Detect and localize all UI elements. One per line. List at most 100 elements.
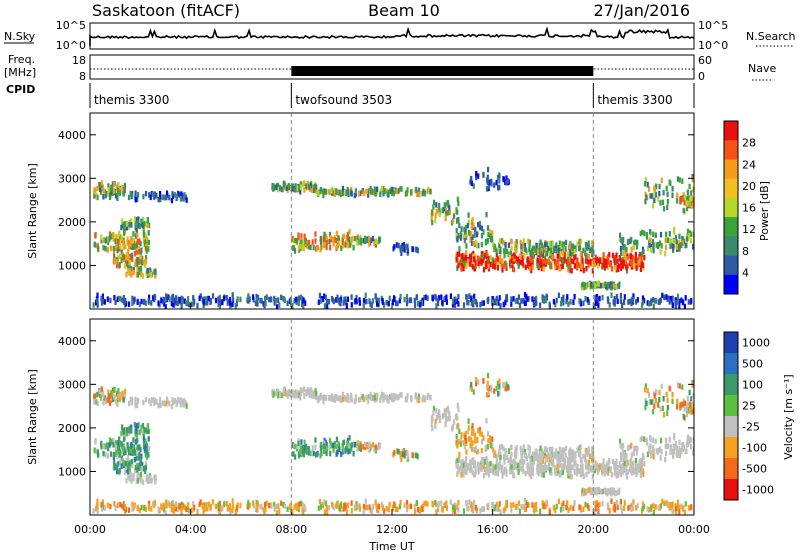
power-cell xyxy=(437,300,440,307)
power-cell xyxy=(338,240,341,247)
velocity-cell xyxy=(554,466,557,472)
power-cell xyxy=(571,245,574,251)
power-cell xyxy=(180,295,183,302)
power-cell xyxy=(109,245,113,251)
power-cell xyxy=(619,236,622,243)
velocity-cell xyxy=(252,500,255,506)
velocity-colorbar-tick: -25 xyxy=(742,421,760,434)
velocity-cell xyxy=(154,500,157,507)
power-cell xyxy=(551,254,554,260)
velocity-cell xyxy=(473,499,476,506)
power-cell xyxy=(107,183,110,189)
velocity-cell xyxy=(137,422,140,428)
velocity-cell xyxy=(137,398,140,404)
velocity-cell xyxy=(537,455,540,462)
velocity-cell xyxy=(607,465,610,471)
velocity-cell xyxy=(563,463,566,469)
velocity-cell xyxy=(392,396,395,403)
power-cell xyxy=(456,209,459,215)
power-cell xyxy=(96,245,100,251)
velocity-cell xyxy=(479,508,482,514)
power-cell xyxy=(692,244,694,250)
velocity-cell xyxy=(464,434,467,441)
velocity-cell xyxy=(625,470,628,477)
velocity-cell xyxy=(142,434,145,441)
power-cell xyxy=(123,187,126,193)
velocity-cell xyxy=(549,467,552,474)
velocity-cell xyxy=(690,437,693,443)
velocity-cell xyxy=(689,402,692,408)
velocity-cell xyxy=(96,504,99,510)
power-cell xyxy=(423,189,426,196)
velocity-cell xyxy=(159,399,162,406)
velocity-cell xyxy=(620,466,623,472)
velocity-cell xyxy=(115,448,118,455)
velocity-cell xyxy=(579,456,582,463)
velocity-cell xyxy=(457,499,460,506)
power-cell xyxy=(559,265,562,272)
power-cell xyxy=(142,228,145,235)
power-cell xyxy=(131,237,135,244)
power-cell xyxy=(573,293,576,300)
velocity-cell xyxy=(476,437,479,444)
velocity-cell xyxy=(302,445,305,451)
velocity-cell xyxy=(645,400,648,406)
power-cell xyxy=(544,255,547,262)
velocity-cell xyxy=(582,506,585,512)
x-tick-label: 20:00 xyxy=(577,523,609,536)
velocity-cell xyxy=(603,468,606,474)
velocity-cell xyxy=(498,390,501,397)
power-cell xyxy=(153,194,156,200)
power-cell xyxy=(176,300,179,307)
power-cell xyxy=(534,247,537,253)
power-cell xyxy=(364,235,367,242)
power-cell xyxy=(683,238,686,245)
velocity-cell xyxy=(667,443,670,449)
power-cell xyxy=(562,250,565,256)
power-cell xyxy=(314,184,317,190)
power-cell xyxy=(475,299,478,305)
power-cell xyxy=(574,245,577,251)
velocity-cell xyxy=(556,459,559,465)
power-cell xyxy=(685,242,688,248)
power-cell xyxy=(93,193,96,199)
power-cell xyxy=(311,239,314,245)
velocity-cell xyxy=(628,504,631,511)
velocity-cell xyxy=(666,410,669,417)
power-cell xyxy=(507,251,510,258)
power-cell xyxy=(555,247,558,254)
power-cell xyxy=(350,294,353,300)
power-cell xyxy=(456,216,459,223)
velocity-cell xyxy=(475,505,478,511)
power-cell xyxy=(164,304,167,309)
power-cell xyxy=(399,247,402,253)
velocity-cell xyxy=(621,508,624,515)
velocity-cell xyxy=(98,388,102,394)
power-cell xyxy=(688,183,691,190)
power-cell xyxy=(143,220,146,227)
power-cell xyxy=(102,298,105,305)
power-cell xyxy=(469,179,472,185)
power-cell xyxy=(154,294,157,301)
power-cell xyxy=(566,251,569,257)
power-cell xyxy=(131,300,134,306)
velocity-cell xyxy=(649,443,652,449)
velocity-cell xyxy=(478,426,482,433)
power-cell xyxy=(548,240,551,247)
power-cell xyxy=(650,247,653,253)
velocity-cell xyxy=(577,468,580,474)
velocity-cell xyxy=(469,443,472,449)
velocity-cell xyxy=(514,504,517,510)
velocity-cell xyxy=(225,501,228,507)
power-cell xyxy=(635,265,638,271)
power-cell xyxy=(468,230,471,237)
velocity-cell xyxy=(617,489,621,496)
velocity-cell xyxy=(345,509,348,515)
x-tick-label: 04:00 xyxy=(175,523,207,536)
velocity-cell xyxy=(350,442,353,448)
power-cell xyxy=(585,284,588,290)
power-cell xyxy=(542,245,545,251)
velocity-cell xyxy=(471,440,474,446)
power-cell xyxy=(572,299,575,305)
